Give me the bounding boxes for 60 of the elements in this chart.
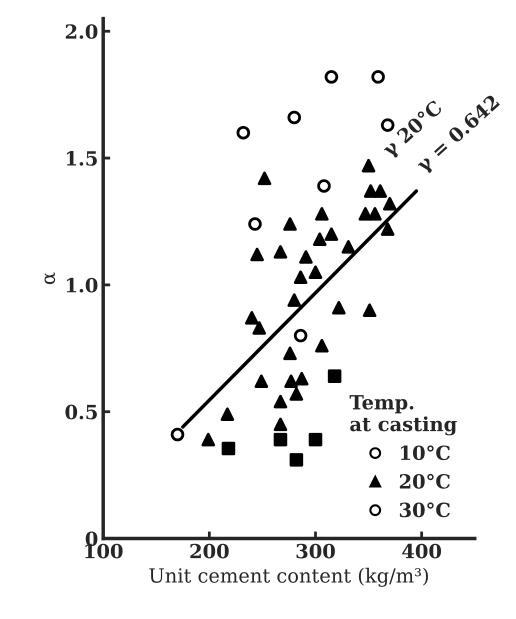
point [312,232,327,246]
point [252,321,266,335]
x-tick-label: 200 [190,544,229,558]
point [202,432,216,446]
legend-label: 20°C [400,474,450,489]
point [274,418,288,432]
point [294,270,308,284]
point [258,172,272,186]
point [308,432,322,446]
point [324,227,338,241]
y-tick-label: 1.0 [66,278,98,293]
point [283,217,297,231]
y-tick-label: 0.5 [65,404,97,420]
point [290,453,304,467]
point [288,110,302,124]
point [274,394,288,408]
point [284,374,298,388]
point [362,158,376,172]
point [315,207,329,221]
point [362,303,376,318]
legend-label: 30°C [400,502,450,518]
point [288,293,302,307]
point [299,250,313,264]
legend-label: 10°C [400,445,450,460]
point [373,184,388,198]
point [380,118,394,132]
point [250,248,264,262]
point [324,70,338,84]
point [294,372,308,386]
point [328,369,342,383]
y-tick-label: 2.0 [66,24,98,39]
point [368,207,382,221]
point [315,338,329,353]
point [371,70,385,84]
point [248,217,262,231]
y-tick-label: 1.5 [66,151,97,166]
point [236,126,250,140]
point [358,207,372,221]
point [332,300,346,314]
point [170,428,184,442]
point [283,346,297,360]
point [245,311,259,325]
point [290,387,304,401]
point [254,374,268,388]
point [294,328,308,342]
point [222,442,236,456]
point [380,222,394,236]
point [364,184,378,198]
point [342,240,356,254]
legend-title: Temp. at casting [350,395,457,436]
point [274,245,288,259]
point [308,265,322,279]
point [383,196,397,210]
x-axis-title: Unit cement content (kg/m³) [149,568,428,587]
point [317,179,331,193]
x-tick-label: 400 [402,544,442,558]
point [274,432,288,446]
y-axis-title: α [44,272,56,284]
x-tick-label: 300 [296,544,335,558]
point [220,407,234,422]
